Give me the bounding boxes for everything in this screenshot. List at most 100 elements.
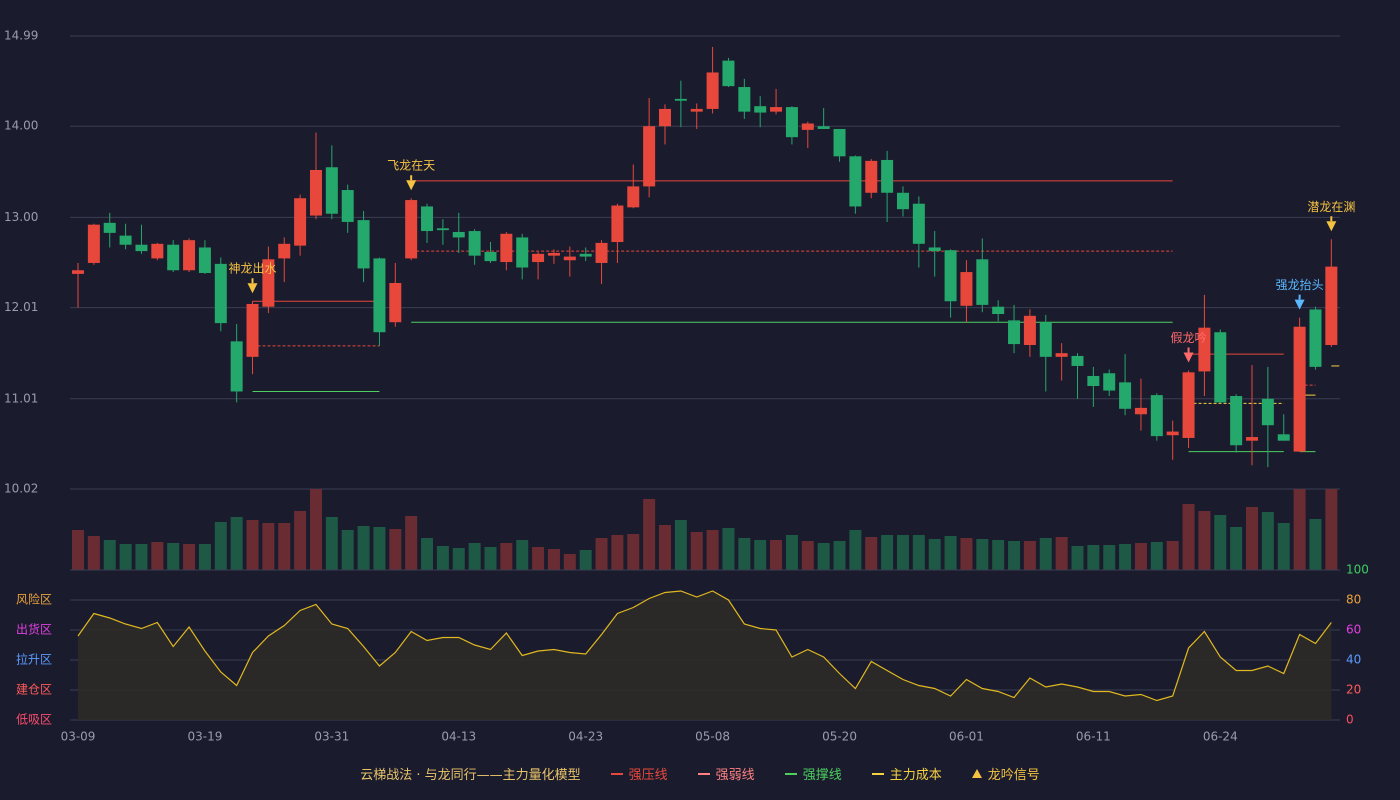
volume-bar [1055, 537, 1068, 570]
volume-bar [119, 544, 132, 570]
candle-body [1134, 407, 1147, 415]
candle-body [643, 126, 656, 187]
volume-bar [325, 517, 338, 570]
candle-body [722, 60, 735, 87]
candle-body [1246, 437, 1259, 441]
y2-tick-label: 100 [1346, 563, 1369, 577]
candle-body [1230, 396, 1243, 446]
candle-body [547, 252, 560, 256]
legend-label: 主力成本 [889, 768, 942, 783]
volume-bar [87, 536, 100, 570]
candle-body [595, 242, 608, 263]
candle-body [849, 156, 862, 207]
volume-bar [833, 541, 846, 570]
legend: 云梯战法 · 与龙同行——主力量化模型 强压线 强弱线 强撑线 主力成本 龙吟信号 [0, 764, 1400, 783]
volume-bar [1134, 543, 1147, 570]
volume-bar [849, 530, 862, 570]
volume-bar [785, 535, 798, 570]
legend-item: 主力成本 [871, 764, 942, 783]
volume-bar [357, 526, 370, 570]
candle-body [738, 87, 751, 112]
legend-icon [784, 772, 797, 775]
volume-bar [659, 525, 672, 570]
candle-body [72, 270, 84, 274]
volume-bar [500, 543, 513, 570]
volume-bar [1039, 538, 1052, 570]
candle-body [373, 258, 386, 333]
y2-tick-label: 60 [1346, 623, 1361, 637]
candle-body [1071, 355, 1084, 366]
candle-body [833, 128, 846, 157]
candle-body [262, 259, 275, 307]
legend-icon [697, 772, 710, 775]
candle-body [1166, 431, 1179, 436]
x-tick-label: 03-31 [314, 730, 349, 744]
signal-label: 强龙抬头 [1276, 278, 1324, 292]
x-tick-label: 03-19 [187, 730, 222, 744]
volume-bar [1309, 519, 1322, 570]
legend-label: 龙吟信号 [987, 768, 1040, 783]
y2-tick-label: 80 [1346, 593, 1361, 607]
candle-body [865, 160, 878, 193]
volume-bar [1008, 541, 1021, 570]
legend-item: 强压线 [610, 764, 668, 783]
volume-bar [516, 540, 529, 570]
candle-body [421, 206, 434, 232]
volume-bar [532, 547, 545, 570]
zone-label: 出货区 [16, 622, 52, 637]
indicator-line [77, 590, 1332, 702]
signal-label: 飞龙在天 [387, 159, 435, 173]
volume-bar [674, 520, 687, 570]
candle-body [1214, 332, 1227, 403]
volume-bar [262, 523, 275, 570]
candle-body [659, 108, 672, 127]
volume-bar [436, 546, 449, 570]
volume-bar [960, 538, 973, 570]
candle-body [770, 107, 783, 112]
candle-body [1055, 353, 1068, 357]
candle-body [1008, 320, 1021, 345]
volume-bar [151, 542, 164, 570]
legend-title: 云梯战法 · 与龙同行——主力量化模型 [360, 768, 581, 783]
legend-icon [610, 772, 623, 775]
y2-tick-label: 40 [1346, 653, 1361, 667]
candle-body [1087, 375, 1100, 387]
volume-bar [1150, 542, 1163, 570]
y-tick-label: 14.00 [4, 119, 38, 133]
candle-body [516, 237, 529, 268]
volume-bar [547, 549, 560, 570]
zone-label: 低吸区 [16, 713, 52, 727]
candle-body [325, 167, 338, 214]
volume-bar [992, 540, 1005, 570]
volume-bar [183, 544, 196, 570]
volume-bar [198, 544, 211, 570]
candle-body [183, 240, 196, 271]
candle-body [294, 198, 307, 246]
volume-bar [928, 539, 941, 570]
volume-bar [230, 517, 243, 570]
candle-body [817, 126, 830, 129]
legend-label: 强弱线 [715, 768, 755, 783]
volume-bar [1119, 544, 1132, 570]
volume-bar [1230, 527, 1243, 570]
candle-body [119, 235, 132, 245]
chart: 10.02 11.01 12.01 13.00 14.00 14.99 03-09 03-19… [4, 29, 1369, 744]
volume-bar [896, 535, 909, 570]
candle-body [103, 222, 116, 233]
candle-body [405, 200, 418, 259]
volume-bar [1277, 523, 1290, 570]
y2-tick-label: 0 [1346, 713, 1354, 727]
candle-body [1039, 322, 1052, 357]
volume-bar [1261, 512, 1274, 570]
candle-body [1325, 266, 1338, 345]
signal-arrow [1183, 352, 1194, 363]
y-tick-label: 12.01 [4, 300, 38, 314]
y-tick-label: 14.99 [4, 29, 38, 43]
volume-bar [452, 548, 465, 570]
volume-bar [801, 541, 814, 570]
candle-body [500, 233, 513, 263]
volume-bar [976, 539, 989, 570]
candle-body [1309, 309, 1322, 367]
candle-body [1119, 382, 1132, 409]
volume-bar [881, 535, 894, 570]
